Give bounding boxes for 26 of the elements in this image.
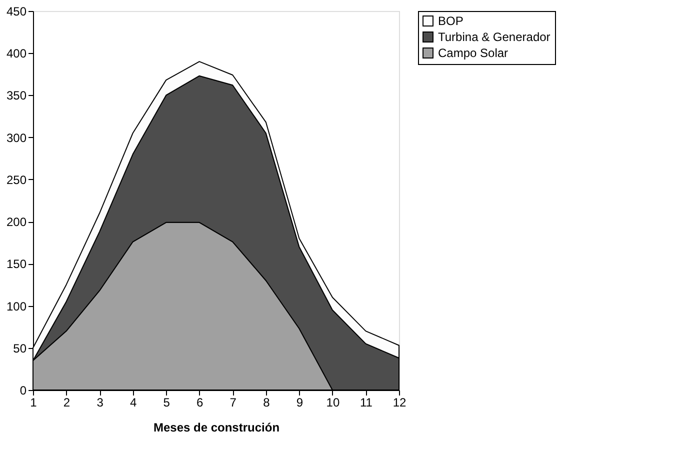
legend-label: Turbina & Generador <box>438 30 550 44</box>
x-tick-label: 4 <box>130 396 137 410</box>
y-tick-label: 350 <box>6 88 27 103</box>
x-tick-label: 6 <box>196 396 204 410</box>
x-axis-title: Meses de construción <box>153 420 280 434</box>
y-tick-label: 250 <box>6 172 27 187</box>
x-tick-label: 12 <box>392 396 406 410</box>
x-tick-label: 9 <box>296 396 304 410</box>
y-tick-label: 450 <box>6 4 27 18</box>
y-tick-label: 50 <box>13 341 27 356</box>
y-tick-label: 200 <box>6 215 27 230</box>
y-tick-label: 0 <box>20 384 27 398</box>
y-tick-label: 400 <box>6 46 27 61</box>
x-tick-label: 3 <box>96 396 104 410</box>
x-tick-label: 8 <box>263 396 270 410</box>
y-tick-label: 150 <box>6 257 27 272</box>
x-tick-label: 5 <box>163 396 170 410</box>
y-tick-label: 300 <box>6 130 27 145</box>
legend-label: BOP <box>438 14 464 28</box>
y-tick-label: 100 <box>6 299 27 314</box>
x-tick-label: 7 <box>230 396 237 410</box>
x-tick-label: 11 <box>360 396 373 410</box>
x-tick-label: 2 <box>63 396 70 410</box>
x-tick-label: 1 <box>30 396 38 410</box>
x-tick-label: 10 <box>326 396 340 410</box>
legend-label: Campo Solar <box>438 46 508 60</box>
